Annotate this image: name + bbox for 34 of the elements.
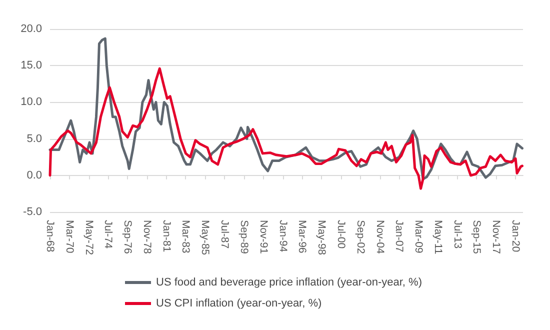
x-tick-label: Nov-78 — [140, 220, 153, 254]
y-tick-label: 5.0 — [26, 132, 42, 145]
x-tick-label: Mar-70 — [63, 220, 76, 254]
x-tick-label: Jul-87 — [218, 220, 231, 249]
y-tick-label: -5.0 — [23, 206, 42, 218]
x-tick-label: Sep-89 — [238, 220, 250, 254]
y-tick-label: 15.0 — [20, 60, 42, 72]
legend-label: US CPI inflation (year-on-year, %) — [156, 298, 322, 310]
x-tick-label: Jan-81 — [160, 220, 172, 252]
x-tick-label: Nov-91 — [257, 220, 270, 254]
x-tick-label: Mar-83 — [180, 220, 192, 254]
x-tick-label: Jan-20 — [510, 220, 522, 252]
x-tick-label: Jan-68 — [44, 220, 56, 252]
x-tick-label: Jul-74 — [102, 220, 114, 249]
x-tick-label: Nov-04 — [374, 220, 386, 254]
x-tick-label: Jan-94 — [276, 220, 289, 252]
x-tick-label: Jan-07 — [393, 220, 406, 252]
x-tick-label: Nov-17 — [490, 220, 502, 254]
x-tick-label: Sep-15 — [470, 220, 483, 254]
x-tick-label: Mar-96 — [296, 220, 308, 254]
legend-label: US food and beverage price inflation (year-on-year, %) — [156, 276, 422, 288]
x-tick-label: Jul-00 — [334, 220, 347, 249]
x-tick-label: Sep-02 — [354, 220, 366, 254]
x-tick-label: Jul-13 — [451, 220, 464, 249]
x-tick-label: Mar-09 — [412, 220, 425, 254]
x-tick-label: Sep-76 — [122, 220, 134, 254]
line-series — [48, 67, 524, 190]
y-tick-label: 10.0 — [20, 96, 42, 108]
x-tick-label: May-98 — [316, 220, 328, 256]
x-tick-label: May-11 — [432, 220, 444, 254]
x-tick-label: May-72 — [82, 220, 95, 256]
y-tick-label: 0.0 — [26, 169, 42, 182]
y-tick-label: 20.0 — [20, 23, 42, 35]
x-tick-label: May-85 — [199, 220, 212, 256]
